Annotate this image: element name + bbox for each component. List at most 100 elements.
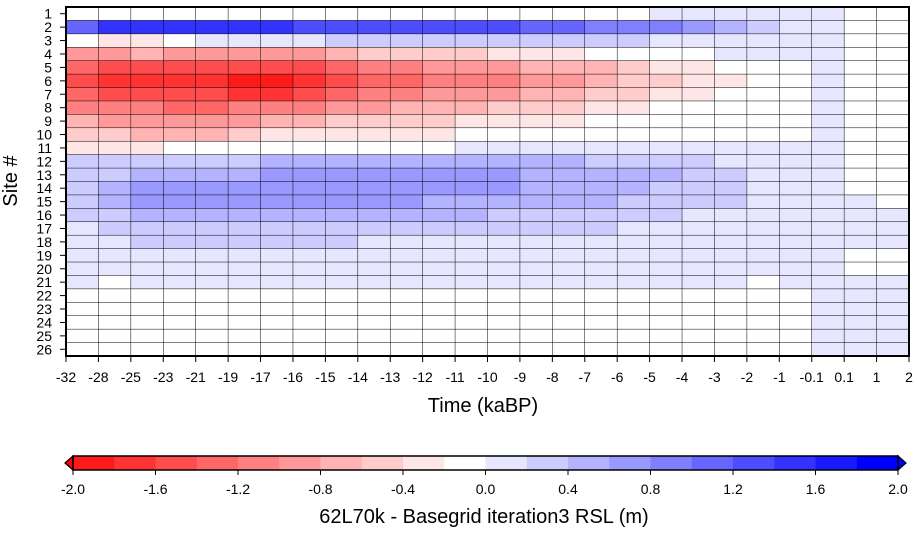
heatmap-cell	[714, 315, 748, 330]
y-tick-label: 9	[44, 113, 52, 129]
heatmap-cell	[519, 288, 553, 303]
heatmap-cell	[584, 181, 618, 196]
heatmap-cell	[844, 168, 878, 183]
heatmap-cell	[682, 181, 716, 196]
heatmap-cell	[130, 127, 164, 142]
heatmap-cell	[649, 168, 683, 183]
heatmap-cell	[584, 208, 618, 223]
heatmap-cell	[422, 315, 456, 330]
heatmap-cell	[163, 302, 197, 317]
heatmap-cell	[811, 114, 845, 129]
heatmap-cell	[844, 114, 878, 129]
heatmap-cell	[325, 60, 359, 75]
y-tick-label: 24	[36, 314, 52, 330]
heatmap-cell	[163, 342, 197, 357]
heatmap-cell	[422, 74, 456, 89]
heatmap-cell	[519, 262, 553, 277]
heatmap-cell	[779, 194, 813, 209]
x-tick-label: -2	[741, 369, 754, 385]
heatmap-cell	[98, 87, 132, 102]
heatmap-cell	[98, 154, 132, 169]
heatmap-cell	[487, 208, 521, 223]
heatmap-cell	[617, 342, 651, 357]
heatmap-cell	[746, 20, 780, 35]
heatmap-cell	[552, 315, 586, 330]
heatmap-cell	[617, 329, 651, 344]
heatmap-cell	[552, 181, 586, 196]
heatmap-cell	[682, 235, 716, 250]
heatmap-cell	[649, 114, 683, 129]
heatmap-cell	[292, 235, 326, 250]
heatmap-cell	[487, 248, 521, 263]
heatmap-cell	[746, 141, 780, 156]
heatmap-cell	[325, 168, 359, 183]
heatmap-cell	[260, 20, 294, 35]
heatmap-cell	[779, 181, 813, 196]
heatmap-cell	[390, 221, 424, 236]
heatmap-cell	[844, 33, 878, 48]
heatmap-cell	[779, 100, 813, 115]
heatmap-cell	[292, 154, 326, 169]
heatmap-cell	[876, 47, 910, 62]
heatmap-cell	[682, 329, 716, 344]
heatmap-cell	[649, 20, 683, 35]
heatmap-cell	[455, 74, 489, 89]
heatmap-cell	[130, 275, 164, 290]
heatmap-cell	[292, 329, 326, 344]
heatmap-cell	[746, 33, 780, 48]
colorbar-swatch	[609, 456, 651, 470]
heatmap-cell	[584, 141, 618, 156]
heatmap-cell	[746, 329, 780, 344]
heatmap-cell	[649, 60, 683, 75]
heatmap-cell	[292, 114, 326, 129]
heatmap-cell	[260, 221, 294, 236]
heatmap-cell	[519, 235, 553, 250]
heatmap-cell	[552, 114, 586, 129]
heatmap-cell	[228, 235, 262, 250]
heatmap-cell	[195, 235, 229, 250]
colorbar-swatch	[361, 456, 404, 470]
heatmap-cell	[357, 114, 391, 129]
colorbar-swatch	[526, 456, 569, 470]
heatmap-cell	[617, 7, 651, 22]
heatmap-cell	[98, 181, 132, 196]
heatmap-cell	[714, 329, 748, 344]
heatmap-cell	[584, 275, 618, 290]
heatmap-cell	[422, 60, 456, 75]
heatmap-cell	[811, 168, 845, 183]
heatmap-cell	[357, 127, 391, 142]
heatmap-cell	[357, 248, 391, 263]
heatmap-cell	[487, 302, 521, 317]
heatmap-cell	[163, 235, 197, 250]
heatmap-cell	[876, 87, 910, 102]
heatmap-cell	[66, 7, 100, 22]
y-tick-label: 14	[36, 180, 52, 196]
heatmap-cell	[98, 329, 132, 344]
heatmap-cell	[228, 329, 262, 344]
heatmap-cell	[876, 235, 910, 250]
heatmap-cell	[455, 47, 489, 62]
heatmap-cell	[519, 20, 553, 35]
heatmap-cell	[876, 127, 910, 142]
heatmap-cell	[811, 329, 845, 344]
heatmap-cell	[455, 208, 489, 223]
heatmap-cell	[811, 60, 845, 75]
heatmap-cell	[66, 262, 100, 277]
heatmap-cell	[66, 168, 100, 183]
heatmap-cell	[779, 33, 813, 48]
y-tick-label: 20	[36, 261, 52, 277]
x-tick-label: -6	[611, 369, 624, 385]
heatmap-cell	[325, 114, 359, 129]
heatmap-cell	[390, 248, 424, 263]
heatmap-cell	[292, 208, 326, 223]
heatmap-cell	[66, 47, 100, 62]
heatmap-cell	[519, 168, 553, 183]
heatmap-cell	[682, 47, 716, 62]
y-tick-label: 26	[36, 341, 52, 357]
heatmap-cell	[357, 329, 391, 344]
heatmap-cell	[552, 262, 586, 277]
heatmap-cell	[98, 248, 132, 263]
heatmap-cell	[163, 74, 197, 89]
heatmap-cell	[584, 87, 618, 102]
